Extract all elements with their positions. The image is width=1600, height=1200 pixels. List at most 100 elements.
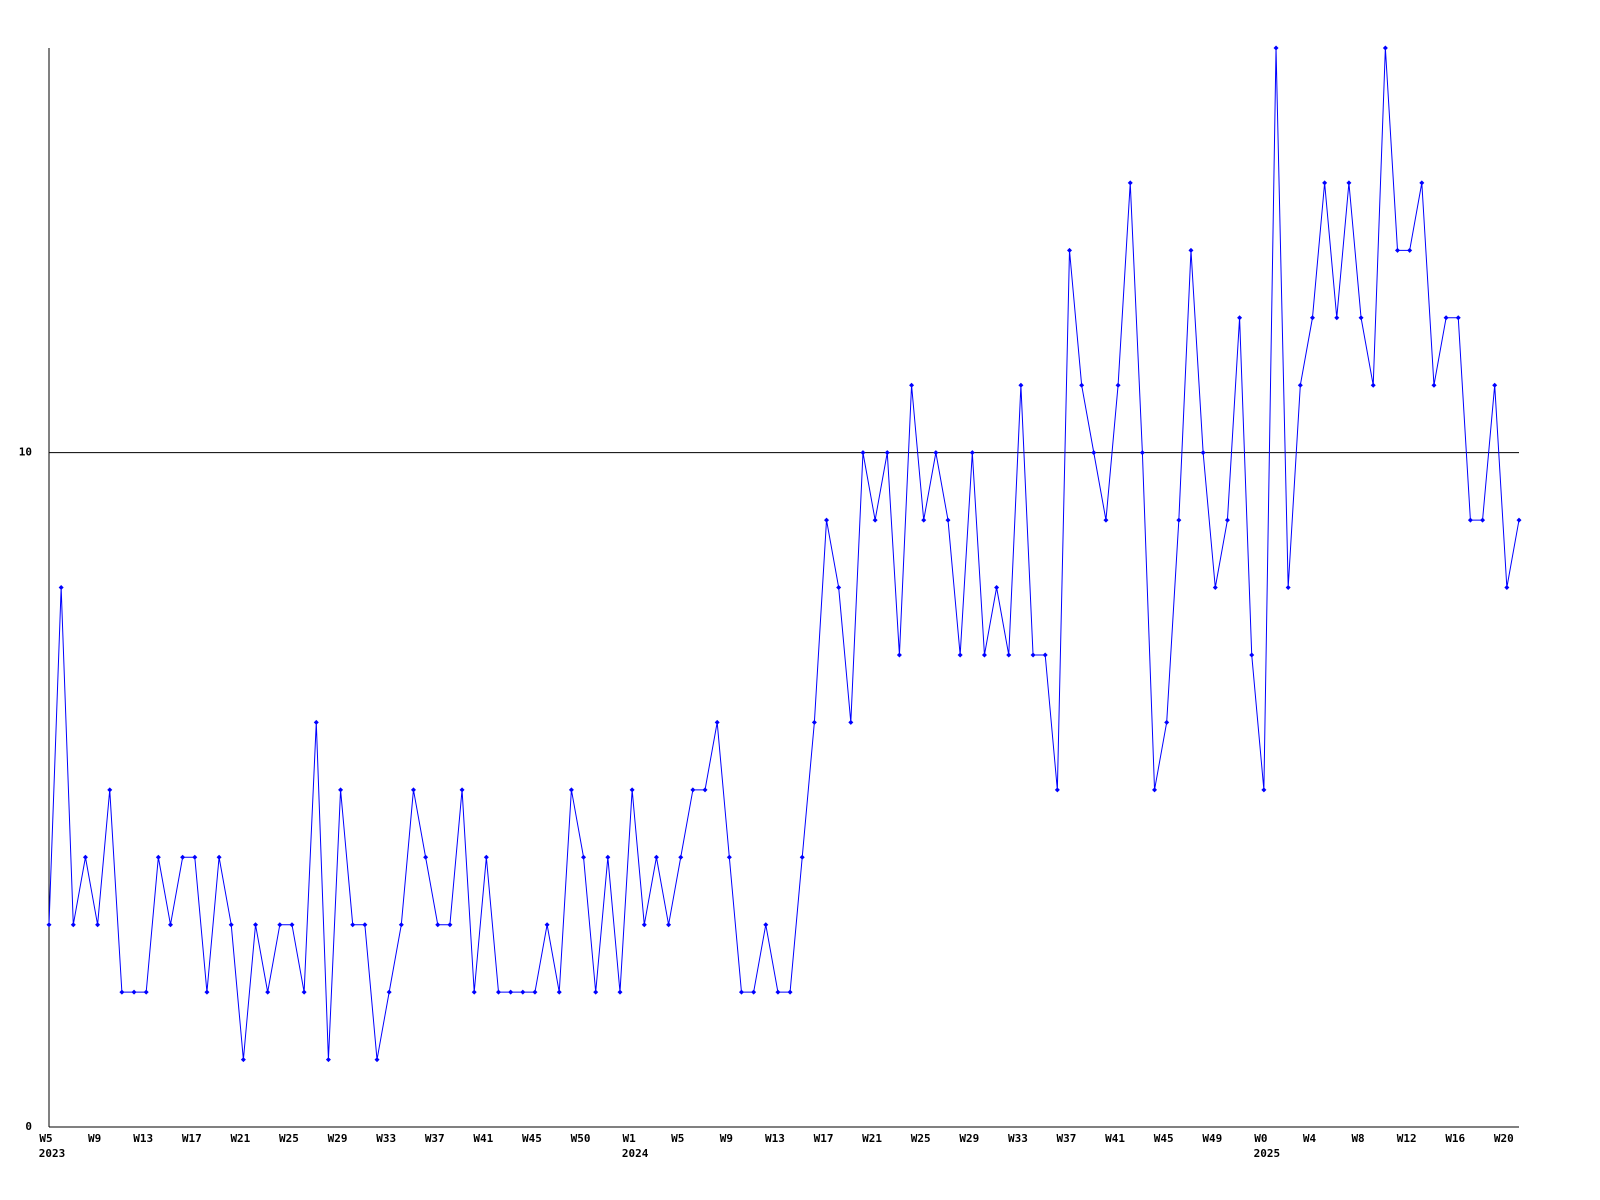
x-tick-label: W21 [230, 1132, 250, 1145]
x-tick-label: W25 [911, 1132, 931, 1145]
data-point [131, 989, 137, 995]
data-point [1309, 315, 1315, 321]
data-point [1467, 517, 1473, 523]
x-tick-label: W33 [376, 1132, 396, 1145]
data-point [690, 787, 696, 793]
x-tick-label: W20 [1494, 1132, 1514, 1145]
x-tick-label: W25 [279, 1132, 299, 1145]
data-point [1395, 247, 1401, 253]
data-point [386, 989, 392, 995]
data-point [1443, 315, 1449, 321]
data-point [544, 922, 550, 928]
data-point [289, 922, 295, 928]
data-point [581, 854, 587, 860]
data-point [277, 922, 283, 928]
data-point [82, 854, 88, 860]
data-point [508, 989, 514, 995]
series-line [48, 47, 1520, 1060]
data-point [228, 922, 234, 928]
data-point [313, 719, 319, 725]
data-point [1066, 247, 1072, 253]
data-point [1297, 382, 1303, 388]
data-point [1030, 652, 1036, 658]
data-point [933, 450, 939, 456]
data-point [1273, 45, 1279, 51]
data-point [860, 450, 866, 456]
data-point [945, 517, 951, 523]
data-point [410, 787, 416, 793]
data-point [1249, 652, 1255, 658]
data-point [325, 1057, 331, 1063]
data-point [896, 652, 902, 658]
x-tick-label: W45 [1154, 1132, 1174, 1145]
data-point [738, 989, 744, 995]
data-point [1419, 180, 1425, 186]
x-tick-label: W29 [328, 1132, 348, 1145]
y-tick-label: 10 [19, 446, 32, 459]
x-tick-label: W49 [1202, 1132, 1222, 1145]
data-point [909, 382, 915, 388]
data-point [1212, 585, 1218, 590]
data-point [471, 989, 477, 995]
data-point [921, 517, 927, 523]
data-point [1382, 45, 1388, 51]
x-tick-label: W37 [425, 1132, 445, 1145]
y-tick-label: 0 [25, 1120, 32, 1133]
data-point [799, 854, 805, 860]
x-year-label: 2025 [1254, 1147, 1281, 1160]
data-point [1370, 382, 1376, 388]
data-point [119, 989, 125, 995]
data-point [617, 989, 623, 995]
data-point [1200, 450, 1206, 456]
data-point [1237, 315, 1243, 321]
data-point [1285, 585, 1291, 590]
x-tick-label: W17 [182, 1132, 202, 1145]
data-point [666, 922, 672, 928]
data-point [1346, 180, 1352, 186]
data-point [568, 787, 574, 793]
data-point [1407, 247, 1413, 253]
data-point [301, 989, 307, 995]
data-point [1261, 787, 1267, 793]
data-point [107, 787, 113, 793]
data-point [265, 989, 271, 995]
x-tick-label: W41 [473, 1132, 493, 1145]
data-point [1322, 180, 1328, 186]
data-point [848, 719, 854, 725]
x-tick-label: W13 [765, 1132, 785, 1145]
data-point [95, 922, 101, 928]
data-point [423, 854, 429, 860]
data-point [1091, 450, 1097, 456]
data-point [1042, 652, 1048, 658]
data-point [775, 989, 781, 995]
data-point [253, 922, 259, 928]
data-point [143, 989, 149, 995]
data-point [155, 854, 161, 860]
x-tick-label: W33 [1008, 1132, 1028, 1145]
data-point [1188, 247, 1194, 253]
data-point [1176, 517, 1182, 523]
data-point [641, 922, 647, 928]
x-tick-label: W1 [623, 1132, 637, 1145]
data-point [338, 787, 344, 793]
data-point [350, 922, 356, 928]
data-point [398, 922, 404, 928]
x-tick-label: W5 [671, 1132, 684, 1145]
data-point [872, 517, 878, 523]
data-point [1516, 517, 1522, 523]
data-point [435, 922, 441, 928]
data-point [1358, 315, 1364, 321]
data-point [70, 922, 76, 928]
data-point [374, 1057, 380, 1063]
data-point [824, 517, 830, 523]
x-tick-label: W5 [39, 1132, 52, 1145]
data-point [483, 854, 489, 860]
data-point [593, 989, 599, 995]
data-point [167, 922, 173, 928]
data-point [957, 652, 963, 658]
data-point [1006, 652, 1012, 658]
x-tick-label: W16 [1445, 1132, 1465, 1145]
x-tick-label: W45 [522, 1132, 542, 1145]
x-tick-label: W4 [1303, 1132, 1317, 1145]
data-point [204, 989, 210, 995]
